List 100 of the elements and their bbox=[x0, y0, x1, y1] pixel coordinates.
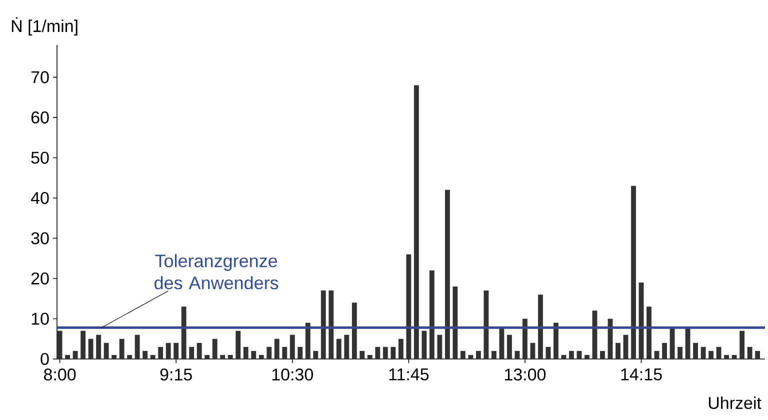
bar bbox=[367, 354, 372, 359]
bar bbox=[72, 350, 78, 359]
x-tick-label: 13:00 bbox=[505, 368, 546, 381]
bar bbox=[204, 354, 210, 359]
x-axis-title: Uhrzeit bbox=[708, 396, 762, 410]
bar bbox=[298, 346, 303, 359]
y-tick-label: 0 bbox=[40, 352, 49, 366]
bar bbox=[251, 350, 256, 359]
bar bbox=[460, 350, 466, 359]
bar bbox=[174, 342, 179, 359]
bar bbox=[158, 346, 164, 359]
y-tick-label: 40 bbox=[30, 192, 49, 204]
bar bbox=[414, 85, 419, 359]
bar bbox=[499, 326, 504, 359]
bar bbox=[406, 254, 412, 359]
bar bbox=[382, 346, 388, 359]
bar bbox=[282, 346, 288, 359]
y-tick-label: 30 bbox=[31, 232, 49, 244]
bar bbox=[740, 330, 745, 359]
bar bbox=[422, 330, 427, 359]
bar bbox=[538, 294, 543, 359]
bar bbox=[320, 290, 326, 359]
y-tick-label: 20 bbox=[31, 272, 49, 284]
bar bbox=[678, 346, 682, 359]
bar bbox=[708, 350, 714, 359]
bar bbox=[623, 334, 628, 359]
bar bbox=[112, 354, 117, 359]
ref-line-label: Toleranzgrenze des Anwenders bbox=[154, 254, 278, 290]
bar bbox=[258, 354, 264, 359]
bar bbox=[716, 346, 722, 359]
bar bbox=[344, 334, 350, 359]
bar bbox=[546, 346, 551, 359]
bar bbox=[616, 342, 620, 359]
bar bbox=[57, 330, 62, 359]
bar bbox=[654, 350, 660, 359]
bar bbox=[561, 354, 566, 359]
bar bbox=[104, 342, 109, 359]
bar bbox=[352, 302, 357, 359]
bar bbox=[290, 334, 295, 359]
bar bbox=[212, 338, 218, 359]
bar bbox=[646, 306, 652, 359]
bar bbox=[522, 318, 528, 359]
bar bbox=[328, 290, 334, 359]
bar bbox=[390, 346, 396, 359]
bar bbox=[514, 350, 520, 359]
bar bbox=[127, 354, 132, 359]
x-tick-label: 11:45 bbox=[389, 368, 429, 380]
bar bbox=[189, 346, 194, 359]
bar bbox=[398, 338, 404, 359]
bar bbox=[274, 338, 280, 359]
bar bbox=[305, 322, 310, 359]
bar bbox=[600, 350, 605, 359]
bar bbox=[243, 346, 248, 359]
bar bbox=[80, 330, 86, 359]
bar bbox=[119, 338, 124, 359]
bar bbox=[569, 350, 574, 359]
bar bbox=[700, 346, 706, 359]
bar bbox=[429, 270, 434, 359]
bar bbox=[747, 346, 752, 359]
bar bbox=[236, 330, 241, 359]
bar bbox=[468, 354, 474, 359]
bar bbox=[150, 354, 156, 359]
bar bbox=[584, 354, 590, 359]
bar bbox=[220, 354, 226, 359]
bar bbox=[228, 354, 233, 359]
bar bbox=[631, 186, 636, 359]
bar bbox=[313, 350, 318, 359]
bar bbox=[732, 354, 737, 359]
bar bbox=[476, 350, 481, 359]
bar bbox=[96, 334, 102, 359]
bar bbox=[65, 354, 70, 359]
bar bbox=[437, 334, 442, 359]
bar bbox=[507, 334, 512, 359]
bar bbox=[444, 190, 450, 359]
y-tick-label: 70 bbox=[31, 71, 49, 84]
bar bbox=[360, 350, 365, 359]
bar bbox=[693, 342, 698, 359]
bar bbox=[576, 350, 582, 359]
bar bbox=[266, 346, 272, 359]
x-tick-label: 9:15 bbox=[160, 368, 192, 381]
bar bbox=[452, 286, 458, 359]
bar bbox=[134, 334, 140, 359]
bar bbox=[724, 354, 730, 359]
y-tick-label: 60 bbox=[31, 111, 49, 124]
bar bbox=[755, 350, 760, 359]
bar bbox=[196, 342, 202, 359]
bar bbox=[181, 306, 186, 359]
y-tick-label: 50 bbox=[31, 152, 49, 164]
bar bbox=[88, 338, 94, 359]
bar bbox=[530, 342, 536, 359]
x-tick-label: 14:15 bbox=[621, 368, 662, 380]
bar bbox=[491, 350, 496, 359]
x-tick-label: 8:00 bbox=[44, 368, 76, 381]
bar bbox=[484, 290, 489, 359]
y-tick-label: 10 bbox=[32, 312, 49, 325]
bar bbox=[166, 342, 171, 359]
bar bbox=[142, 350, 148, 359]
bar bbox=[554, 322, 558, 359]
x-tick-label: 10:30 bbox=[272, 368, 313, 381]
bar bbox=[375, 346, 380, 359]
